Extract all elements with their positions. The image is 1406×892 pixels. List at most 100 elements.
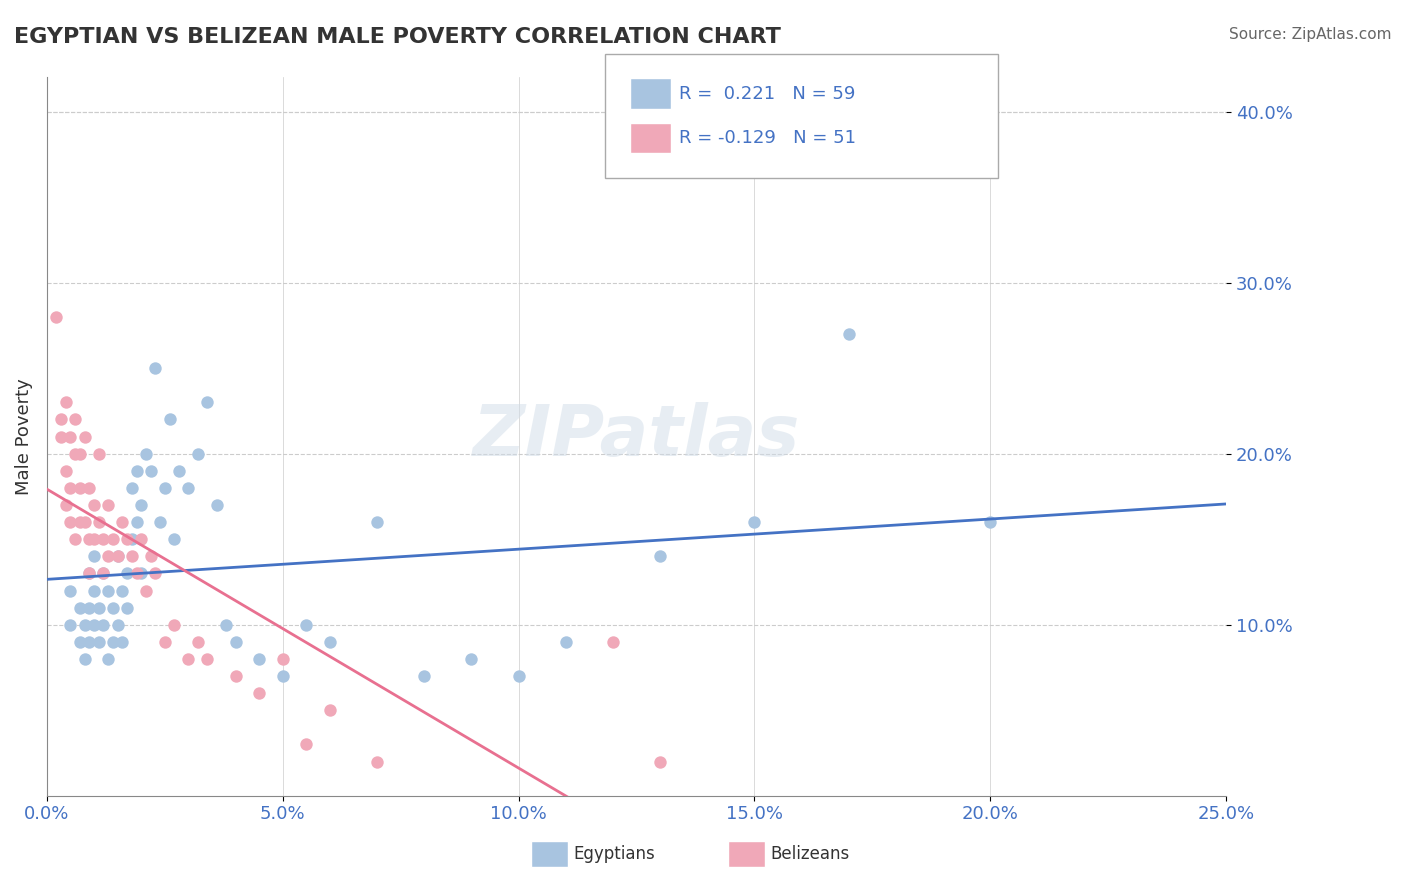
Point	[45, 310, 67, 324]
Point	[195, 652, 218, 666]
Y-axis label: Male Poverty: Male Poverty	[15, 378, 32, 495]
Point	[125, 515, 148, 529]
Text: Egyptians: Egyptians	[574, 845, 655, 863]
Point	[648, 549, 671, 564]
Point	[225, 635, 247, 649]
Point	[319, 635, 342, 649]
Point	[83, 498, 105, 512]
Point	[83, 533, 105, 547]
Point	[295, 738, 318, 752]
Point	[271, 652, 294, 666]
Point	[187, 635, 209, 649]
Point	[111, 515, 134, 529]
Point	[63, 447, 86, 461]
Text: EGYPTIAN VS BELIZEAN MALE POVERTY CORRELATION CHART: EGYPTIAN VS BELIZEAN MALE POVERTY CORREL…	[14, 27, 780, 46]
Point	[101, 635, 124, 649]
Point	[163, 533, 186, 547]
Point	[139, 549, 162, 564]
Point	[125, 464, 148, 478]
Point	[59, 481, 82, 495]
Point	[554, 635, 576, 649]
Point	[87, 515, 110, 529]
Point	[49, 412, 72, 426]
Point	[129, 566, 152, 581]
Point	[87, 600, 110, 615]
Point	[163, 617, 186, 632]
Point	[838, 326, 860, 341]
Point	[135, 583, 157, 598]
Point	[121, 481, 143, 495]
Text: Belizeans: Belizeans	[770, 845, 849, 863]
Point	[187, 447, 209, 461]
Point	[115, 533, 138, 547]
Point	[295, 617, 318, 632]
Text: R = -0.129   N = 51: R = -0.129 N = 51	[679, 129, 856, 147]
Point	[79, 600, 101, 615]
Point	[93, 566, 115, 581]
Point	[107, 617, 129, 632]
Point	[63, 412, 86, 426]
Point	[319, 703, 342, 717]
Point	[83, 617, 105, 632]
Point	[167, 464, 190, 478]
Point	[460, 652, 482, 666]
Point	[177, 481, 200, 495]
Point	[93, 566, 115, 581]
Point	[97, 652, 120, 666]
Point	[121, 549, 143, 564]
Point	[125, 566, 148, 581]
Point	[115, 600, 138, 615]
Point	[79, 566, 101, 581]
Text: R =  0.221   N = 59: R = 0.221 N = 59	[679, 85, 855, 103]
Point	[73, 617, 96, 632]
Point	[69, 447, 91, 461]
Point	[69, 600, 91, 615]
Point	[111, 583, 134, 598]
Point	[63, 533, 86, 547]
Point	[159, 412, 181, 426]
Point	[69, 515, 91, 529]
Point	[55, 395, 77, 409]
Point	[107, 549, 129, 564]
Point	[73, 652, 96, 666]
Point	[979, 515, 1001, 529]
Point	[366, 515, 388, 529]
Point	[101, 600, 124, 615]
Point	[145, 566, 167, 581]
Point	[135, 447, 157, 461]
Point	[115, 566, 138, 581]
Point	[145, 361, 167, 376]
Point	[97, 583, 120, 598]
Point	[83, 583, 105, 598]
Point	[366, 755, 388, 769]
Point	[744, 515, 766, 529]
Point	[247, 652, 270, 666]
Point	[79, 635, 101, 649]
Point	[49, 429, 72, 443]
Point	[508, 669, 530, 683]
Point	[79, 533, 101, 547]
Point	[97, 549, 120, 564]
Point	[59, 583, 82, 598]
Point	[97, 498, 120, 512]
Point	[73, 429, 96, 443]
Text: Source: ZipAtlas.com: Source: ZipAtlas.com	[1229, 27, 1392, 42]
Text: ZIPatlas: ZIPatlas	[472, 402, 800, 471]
Point	[205, 498, 228, 512]
Point	[83, 549, 105, 564]
Point	[59, 515, 82, 529]
Point	[69, 481, 91, 495]
Point	[55, 498, 77, 512]
Point	[59, 429, 82, 443]
Point	[87, 635, 110, 649]
Point	[215, 617, 238, 632]
Point	[93, 533, 115, 547]
Point	[79, 481, 101, 495]
Point	[139, 464, 162, 478]
Point	[129, 498, 152, 512]
Point	[121, 533, 143, 547]
Point	[107, 549, 129, 564]
Point	[271, 669, 294, 683]
Point	[247, 686, 270, 700]
Point	[177, 652, 200, 666]
